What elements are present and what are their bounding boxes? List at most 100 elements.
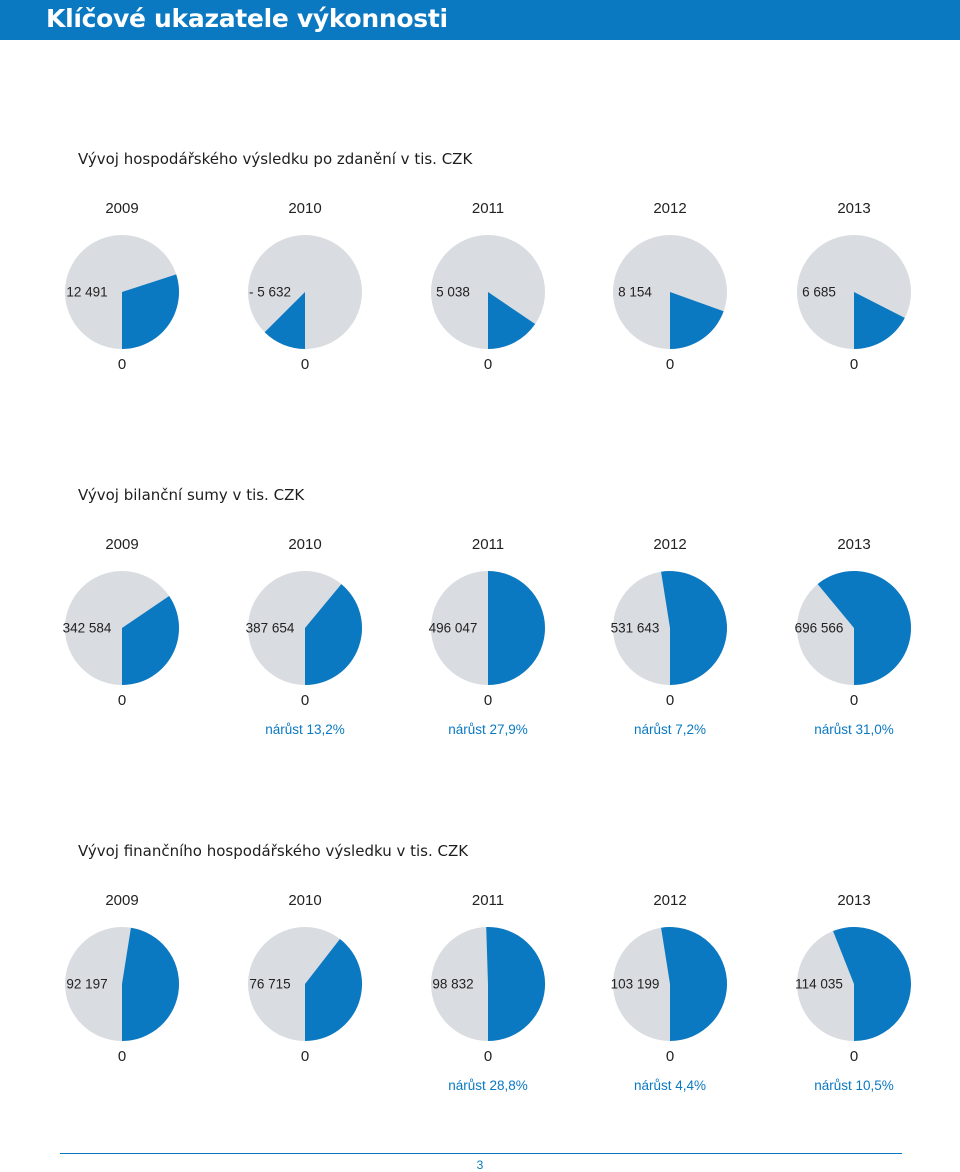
pie-svg <box>797 571 912 685</box>
pie-value-slice <box>833 927 911 1041</box>
zero-label: 0 <box>300 356 310 373</box>
section-title: Vývoj finančního hospodářského výsledku … <box>78 842 469 860</box>
zero-label: 0 <box>117 356 127 373</box>
pie-svg <box>613 927 727 1041</box>
year-label: 2012 <box>653 536 687 553</box>
pie-chart: 6 685 <box>796 234 912 350</box>
pie-value-slice <box>670 292 724 349</box>
zero-label: 0 <box>665 1048 675 1065</box>
zero-label: 0 <box>849 1048 859 1065</box>
pie-svg <box>65 235 179 349</box>
year-label: 2012 <box>653 200 687 217</box>
year-label: 2013 <box>837 892 871 909</box>
year-label: 2009 <box>105 892 139 909</box>
pie-chart: 92 197 <box>64 926 180 1042</box>
year-label: 2010 <box>288 892 322 909</box>
pie-value-slice <box>661 571 727 685</box>
pie-chart: 76 715 <box>247 926 363 1042</box>
pie-value-slice <box>305 584 362 685</box>
pie-value-label: 531 643 <box>610 620 660 636</box>
growth-label: nárůst 10,5% <box>814 1078 894 1093</box>
pie-svg <box>613 235 727 349</box>
pie-chart: 531 643 <box>611 570 728 686</box>
year-label: 2011 <box>471 892 505 909</box>
pie-value-label: 103 199 <box>610 976 660 992</box>
growth-label: nárůst 28,8% <box>448 1078 528 1093</box>
pie-value-slice <box>488 571 545 685</box>
pie-value-label: 387 654 <box>245 620 295 636</box>
pie-chart: 696 566 <box>795 570 912 686</box>
zero-label: 0 <box>483 356 493 373</box>
year-label: 2013 <box>837 536 871 553</box>
page-number: 3 <box>476 1158 484 1172</box>
pie-chart: 387 654 <box>246 570 363 686</box>
zero-label: 0 <box>117 1048 127 1065</box>
section-title: Vývoj bilanční sumy v tis. CZK <box>78 486 305 504</box>
pie-value-label: - 5 632 <box>248 284 292 300</box>
section-title: Vývoj hospodářského výsledku po zdanění … <box>78 150 473 168</box>
year-label: 2011 <box>471 200 505 217</box>
pie-chart: 496 047 <box>429 570 546 686</box>
year-label: 2009 <box>105 536 139 553</box>
zero-label: 0 <box>665 356 675 373</box>
pie-svg <box>248 235 362 349</box>
pie-value-slice <box>122 274 179 349</box>
year-label: 2010 <box>288 200 322 217</box>
zero-label: 0 <box>300 1048 310 1065</box>
pie-value-label: 98 832 <box>432 976 474 992</box>
pie-chart: 5 038 <box>430 234 546 350</box>
year-label: 2013 <box>837 200 871 217</box>
pie-value-label: 342 584 <box>62 620 112 636</box>
pie-value-slice <box>488 292 536 349</box>
zero-label: 0 <box>849 692 859 709</box>
pie-svg <box>613 571 727 685</box>
pie-value-label: 8 154 <box>618 284 652 300</box>
zero-label: 0 <box>117 692 127 709</box>
pie-value-label: 496 047 <box>428 620 478 636</box>
pie-svg <box>65 927 180 1041</box>
pie-value-label: 696 566 <box>794 620 844 636</box>
zero-label: 0 <box>665 692 675 709</box>
growth-label: nárůst 27,9% <box>448 722 528 737</box>
growth-label: nárůst 31,0% <box>814 722 894 737</box>
pie-chart: 12 491 <box>64 234 180 350</box>
pie-chart: 342 584 <box>63 570 180 686</box>
page-title: Klíčové ukazatele výkonnosti <box>46 4 448 33</box>
pie-value-slice <box>122 595 179 685</box>
zero-label: 0 <box>849 356 859 373</box>
pie-chart: - 5 632 <box>247 234 363 350</box>
year-label: 2011 <box>471 536 505 553</box>
pie-chart: 103 199 <box>611 926 728 1042</box>
pie-svg <box>431 235 545 349</box>
pie-svg <box>797 927 911 1041</box>
pie-svg <box>431 927 546 1041</box>
zero-label: 0 <box>483 692 493 709</box>
pie-value-label: 114 035 <box>795 976 843 992</box>
pie-value-label: 5 038 <box>436 284 470 300</box>
pie-chart: 114 035 <box>795 926 912 1042</box>
pie-svg <box>431 571 545 685</box>
pie-value-slice <box>661 927 727 1041</box>
year-label: 2012 <box>653 892 687 909</box>
year-label: 2009 <box>105 200 139 217</box>
growth-label: nárůst 13,2% <box>265 722 345 737</box>
pie-value-label: 6 685 <box>802 284 836 300</box>
pie-svg <box>65 571 179 685</box>
pie-value-slice <box>486 927 546 1041</box>
growth-label: nárůst 4,4% <box>633 1078 707 1093</box>
header-bar: Klíčové ukazatele výkonnosti <box>0 0 960 40</box>
footer-divider <box>60 1153 902 1154</box>
pie-value-slice <box>817 571 912 685</box>
pie-value-label: 12 491 <box>66 284 108 300</box>
pie-value-slice <box>264 292 305 349</box>
zero-label: 0 <box>300 692 310 709</box>
growth-label: nárůst 7,2% <box>633 722 707 737</box>
pie-svg <box>248 571 362 685</box>
pie-svg <box>797 235 911 349</box>
pie-svg <box>248 927 363 1041</box>
pie-value-slice <box>305 938 363 1041</box>
pie-chart: 98 832 <box>430 926 546 1042</box>
pie-chart: 8 154 <box>612 234 728 350</box>
pie-value-label: 92 197 <box>66 976 108 992</box>
pie-value-label: 76 715 <box>249 976 291 992</box>
